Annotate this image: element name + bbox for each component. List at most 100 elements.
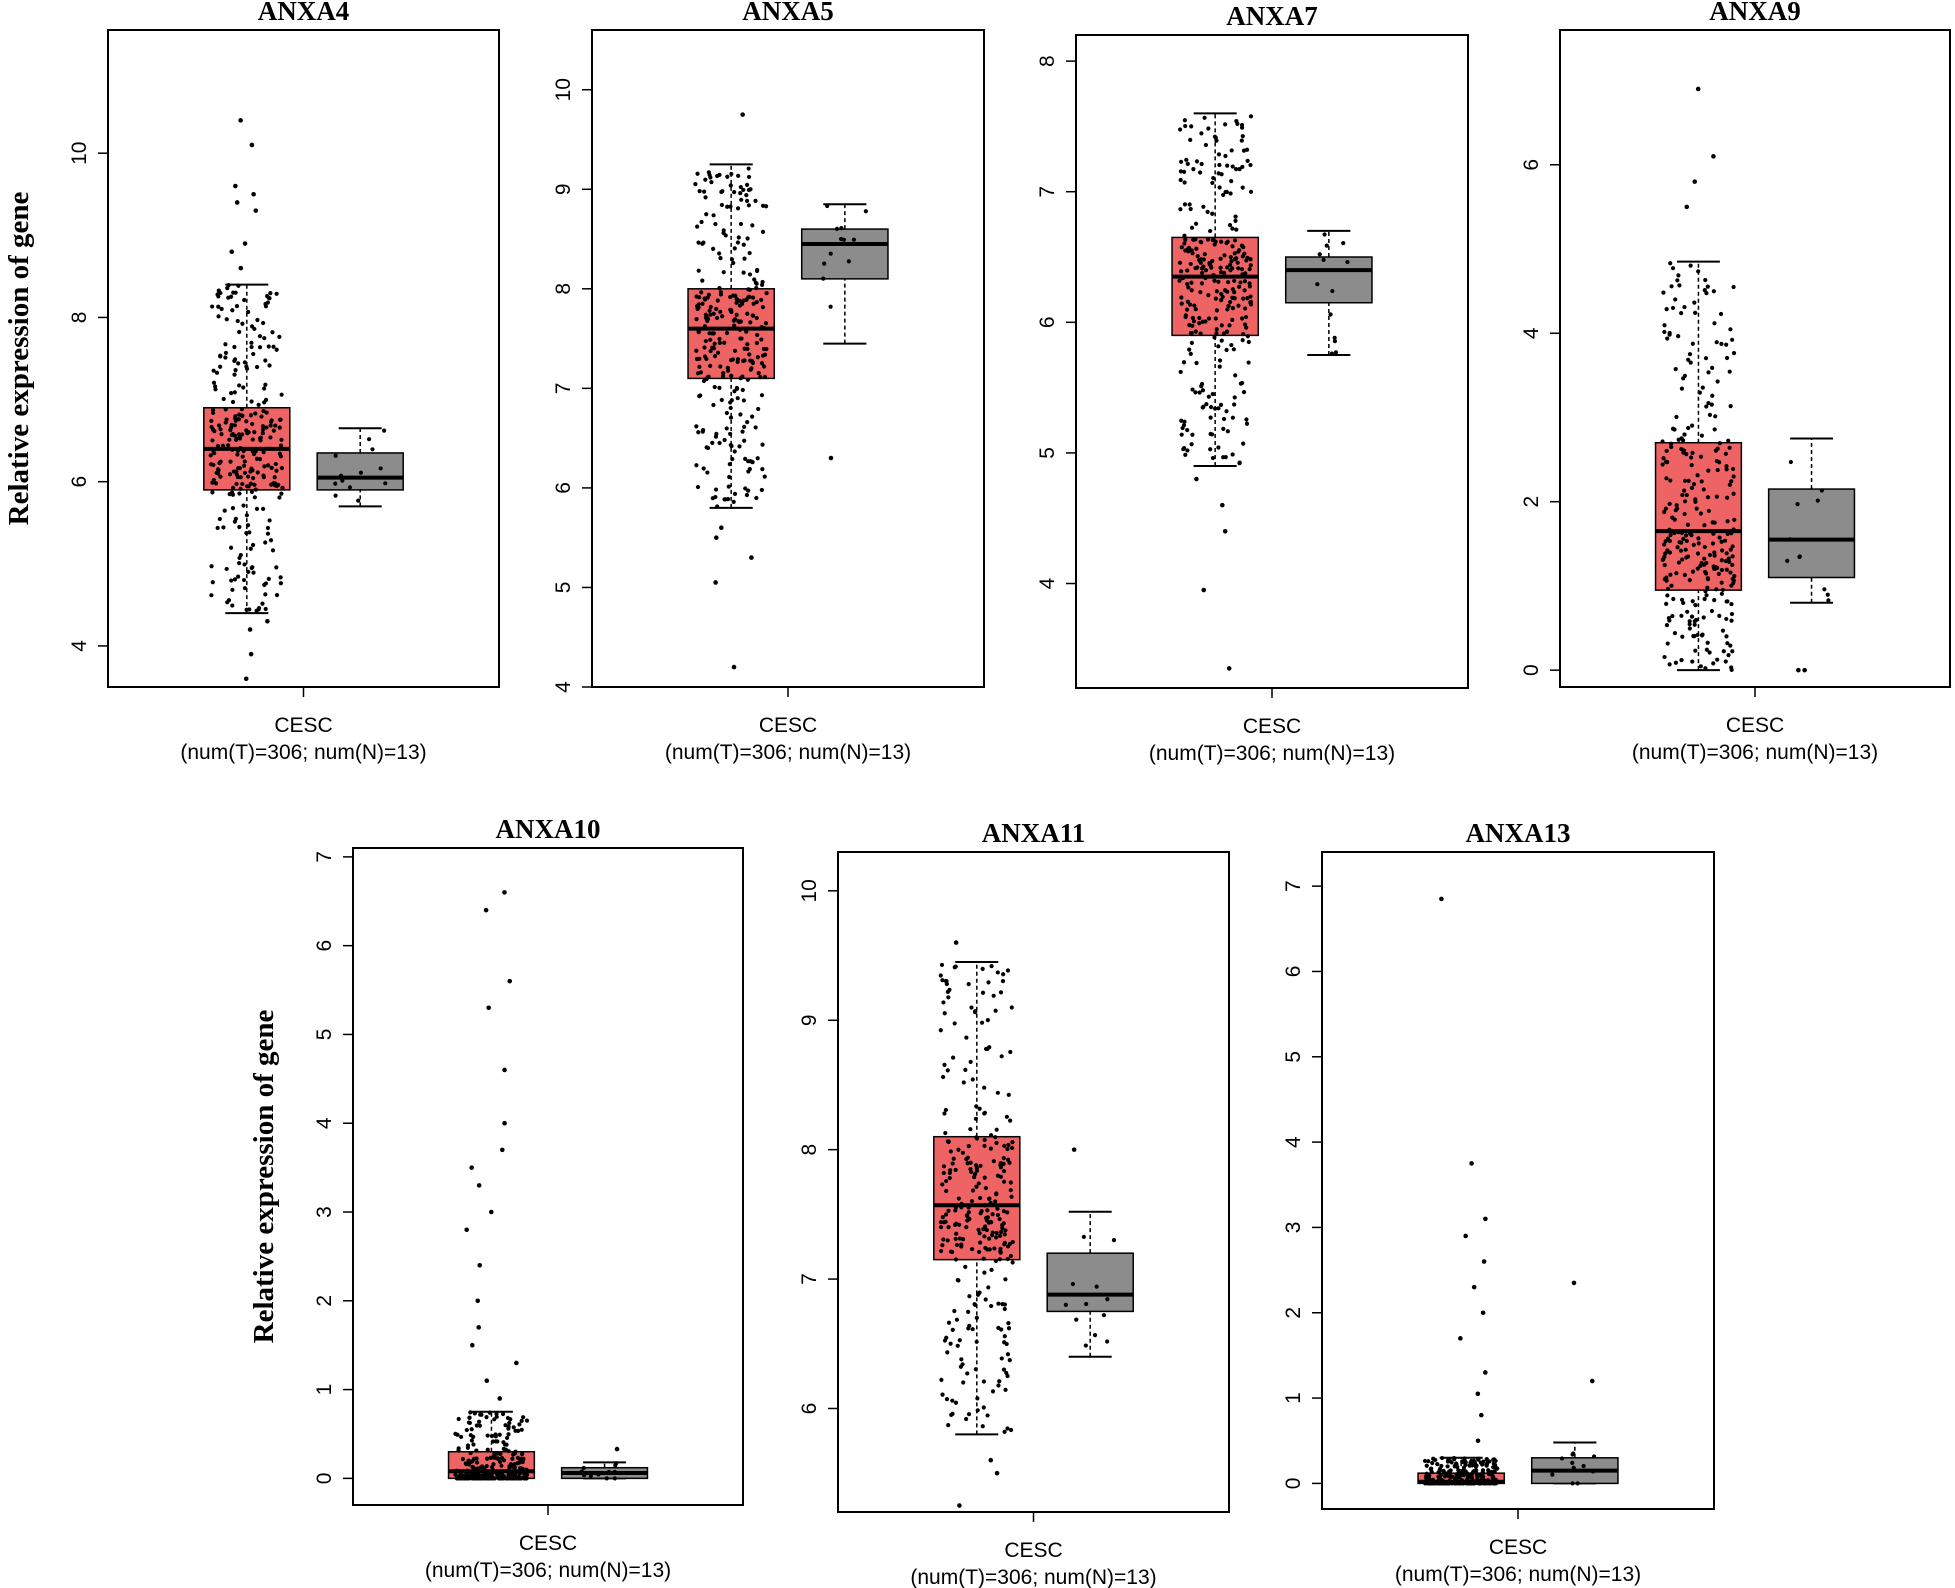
data-point xyxy=(947,987,952,992)
data-point xyxy=(260,424,266,429)
data-point xyxy=(1220,294,1225,299)
data-point xyxy=(697,295,702,300)
data-point xyxy=(700,301,705,306)
data-point xyxy=(1430,1477,1436,1482)
data-point xyxy=(227,437,232,442)
data-point xyxy=(1194,360,1199,366)
data-point xyxy=(1000,979,1006,984)
data-point xyxy=(744,492,750,498)
data-point xyxy=(1183,452,1188,457)
data-point xyxy=(741,398,746,403)
data-point xyxy=(742,256,747,261)
x-axis-sample-counts: (num(T)=306; num(N)=13) xyxy=(180,741,426,764)
data-point xyxy=(694,356,700,362)
data-point xyxy=(240,413,245,418)
data-point xyxy=(1491,1461,1496,1466)
data-point xyxy=(940,978,945,983)
data-point xyxy=(997,1257,1002,1262)
data-point xyxy=(1689,485,1695,491)
data-point xyxy=(980,990,986,995)
data-point xyxy=(1698,454,1704,459)
data-point xyxy=(1235,260,1240,265)
data-point xyxy=(1230,415,1235,420)
data-point xyxy=(1679,311,1684,316)
data-point xyxy=(1668,261,1673,266)
data-point xyxy=(730,357,736,362)
data-point xyxy=(1217,358,1223,363)
data-point xyxy=(1248,302,1254,307)
data-point xyxy=(753,425,758,430)
data-point xyxy=(944,1188,949,1194)
data-point xyxy=(1244,147,1250,152)
data-point xyxy=(1190,315,1195,321)
data-point xyxy=(1660,462,1665,467)
data-point xyxy=(1730,576,1735,582)
data-point xyxy=(1248,189,1254,194)
data-point xyxy=(950,1161,955,1166)
data-point xyxy=(234,304,240,309)
data-point xyxy=(1729,611,1735,617)
data-point xyxy=(1679,386,1685,391)
box-normal xyxy=(316,452,404,491)
data-point xyxy=(489,1433,495,1439)
outlier-point xyxy=(1589,1378,1595,1384)
data-point xyxy=(501,1446,506,1452)
data-point xyxy=(1190,432,1195,437)
data-point xyxy=(242,459,247,464)
data-point xyxy=(250,475,256,481)
data-point xyxy=(1207,260,1212,266)
data-point xyxy=(743,486,748,491)
data-point xyxy=(1671,596,1676,602)
data-point xyxy=(952,965,957,970)
data-point xyxy=(948,1341,953,1346)
data-point xyxy=(992,1202,997,1207)
data-point xyxy=(709,180,714,185)
data-point xyxy=(998,1246,1003,1251)
data-point xyxy=(983,1215,989,1221)
data-point xyxy=(1723,659,1728,664)
data-point xyxy=(938,1225,944,1230)
data-point xyxy=(1724,634,1729,639)
data-point xyxy=(1457,1480,1463,1485)
data-point xyxy=(1706,468,1711,473)
data-point xyxy=(1683,533,1689,538)
data-point xyxy=(1679,446,1684,452)
data-point xyxy=(966,1144,971,1149)
data-point xyxy=(1008,1180,1013,1185)
data-point xyxy=(950,1398,955,1403)
data-point xyxy=(1206,292,1211,298)
data-point xyxy=(938,1220,943,1225)
data-point xyxy=(1467,1463,1472,1468)
data-point xyxy=(1715,467,1720,473)
y-tick-label: 4 xyxy=(313,1117,336,1129)
data-point xyxy=(981,1379,986,1384)
data-point xyxy=(1241,441,1246,446)
data-point xyxy=(1083,1343,1088,1348)
outlier-point xyxy=(1469,1161,1474,1166)
outlier-point xyxy=(1458,1336,1463,1341)
data-point xyxy=(1686,478,1691,483)
data-point xyxy=(707,172,712,178)
x-axis-sample-counts: (num(T)=306; num(N)=13) xyxy=(1395,1563,1641,1586)
data-point xyxy=(250,421,255,427)
data-point xyxy=(1668,441,1674,446)
data-point xyxy=(513,1449,518,1454)
data-point xyxy=(260,431,265,436)
data-point xyxy=(1188,351,1193,356)
data-point xyxy=(471,1434,476,1439)
data-point xyxy=(237,383,242,388)
y-tick-label: 5 xyxy=(1282,1051,1305,1063)
outlier-point xyxy=(988,1457,994,1463)
data-point xyxy=(265,294,270,299)
data-point xyxy=(941,1170,946,1176)
data-point xyxy=(846,259,851,264)
panel-title: ANXA11 xyxy=(982,818,1086,848)
data-point xyxy=(219,432,224,437)
data-point xyxy=(1715,446,1720,451)
x-axis-label: CESC xyxy=(519,1532,577,1555)
data-point xyxy=(1005,968,1011,973)
data-point xyxy=(223,407,228,412)
data-point xyxy=(974,1104,979,1109)
data-point xyxy=(1241,389,1247,395)
data-point xyxy=(213,481,219,486)
